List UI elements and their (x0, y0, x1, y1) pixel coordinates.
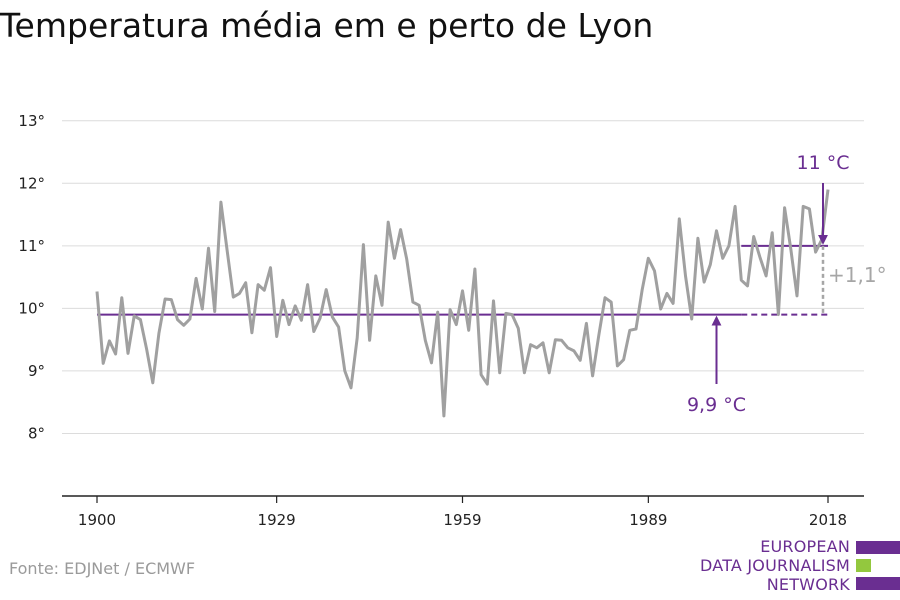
gridlines (62, 120, 864, 434)
baseline-mean-label: 9,9 °C (687, 394, 746, 416)
y-tick-label: 9° (28, 362, 45, 380)
chart-title: Temperatura média em e perto de Lyon (0, 6, 654, 45)
temperature-series-line (95, 189, 830, 418)
x-tick-label: 1959 (443, 511, 481, 529)
x-tick-label: 1900 (78, 511, 116, 529)
recent-mean-label: 11 °C (797, 152, 850, 174)
difference-label: +1,1° (828, 263, 887, 287)
logo-line-2: DATA JOURNALISM (700, 556, 850, 575)
logo-bar-purple-top (856, 541, 900, 554)
y-tick-label: 11° (18, 237, 45, 255)
logo-line-3: NETWORK (766, 575, 850, 594)
x-tick-label: 2018 (809, 511, 847, 529)
edjnet-logo: EUROPEAN DATA JOURNALISM NETWORK (700, 537, 900, 597)
logo-bar-purple-bottom (856, 577, 900, 590)
annotations: +1,1° 11 °C 9,9 °C (687, 152, 887, 416)
source-credit: Fonte: EDJNet / ECMWF (9, 559, 196, 578)
logo-line-1: EUROPEAN (760, 537, 850, 556)
x-tick-label: 1929 (258, 511, 296, 529)
x-tick-label: 1989 (629, 511, 667, 529)
series-lines (95, 189, 830, 418)
y-tick-label: 8° (28, 424, 45, 442)
axes: 8° 9° 10° 11° 12° 13° 1900 1929 1959 1989 2018 (18, 112, 864, 529)
y-tick-label: 10° (18, 299, 45, 317)
y-tick-label: 12° (18, 174, 45, 192)
y-tick-label: 13° (18, 112, 45, 130)
logo-bar-green (856, 559, 871, 572)
